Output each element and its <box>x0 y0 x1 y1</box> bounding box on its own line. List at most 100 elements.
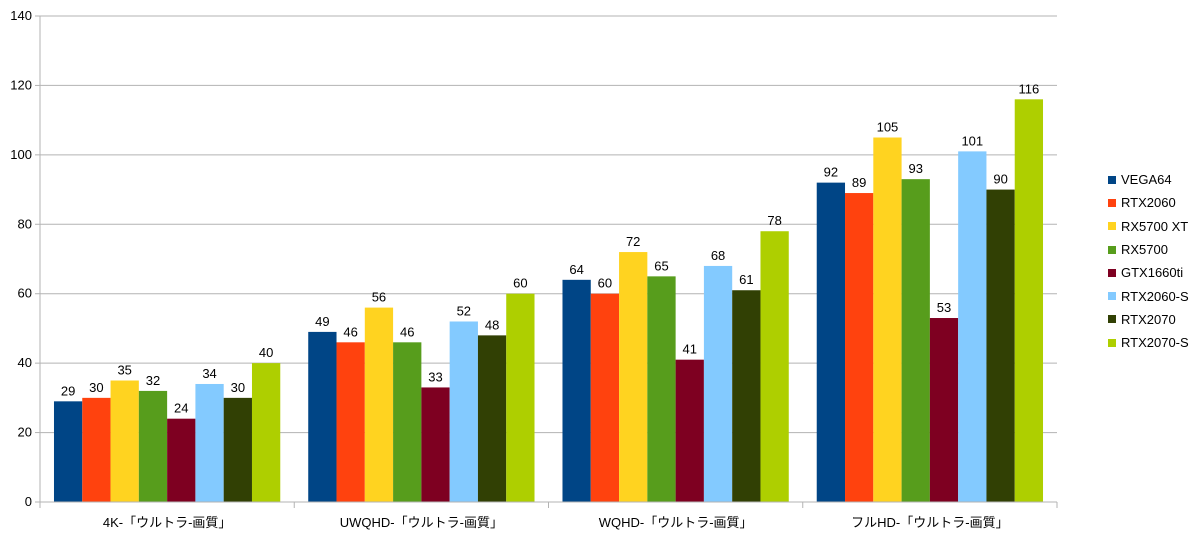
data-label: 89 <box>852 175 866 190</box>
data-label: 93 <box>908 161 922 176</box>
y-tick-label: 100 <box>10 147 32 162</box>
data-label: 48 <box>485 317 499 332</box>
x-tick-label: WQHD-「ウルトラ-画質」 <box>599 515 753 530</box>
legend-label: GTX1660ti <box>1121 265 1184 281</box>
legend-swatch <box>1108 315 1116 324</box>
legend: VEGA64 RTX2060 RX5700 XT RX5700 GTX1660ti RTX… <box>1108 168 1198 354</box>
x-tick-label: フルHD-「ウルトラ-画質」 <box>851 515 1008 530</box>
data-label: 33 <box>428 369 442 384</box>
bar-rx5700 <box>647 276 676 502</box>
legend-swatch <box>1108 292 1116 301</box>
bar-vega64 <box>562 279 591 502</box>
bar-rtx2060 <box>336 342 365 502</box>
bar-rtx2060-s <box>958 151 987 502</box>
legend-item: RX5700 XT <box>1108 215 1198 238</box>
data-label: 61 <box>739 272 753 287</box>
data-label: 90 <box>993 172 1007 187</box>
y-tick-label: 40 <box>18 355 32 370</box>
bar-vega64 <box>308 331 337 502</box>
data-labels: 29 30 35 32 24 34 30 40 49 46 56 46 33 52 48 60 64 60 72 65… <box>61 81 1039 415</box>
bar-rx5700-xt <box>619 252 648 502</box>
data-label: 101 <box>961 133 983 148</box>
bar-rtx2070-s <box>1014 99 1044 503</box>
data-label: 60 <box>513 276 527 291</box>
bar-rx5700-xt <box>873 137 902 502</box>
x-axis: 4K-「ウルトラ-画質」 UWQHD-「ウルトラ-画質」 WQHD-「ウルトラ-画質… <box>39 501 1058 530</box>
bar-rx5700-xt <box>364 307 394 502</box>
data-label: 34 <box>202 366 216 381</box>
data-label: 29 <box>61 383 75 398</box>
data-label: 64 <box>569 262 583 277</box>
bar-rx5700-xt <box>110 380 139 502</box>
legend-item: RTX2060 <box>1108 191 1198 214</box>
bar-rtx2070-s <box>251 363 281 502</box>
data-label: 72 <box>626 234 640 249</box>
y-tick-label: 0 <box>25 494 32 509</box>
bar-gtx1660ti <box>929 318 959 502</box>
bar-rtx2060 <box>82 397 111 502</box>
data-label: 92 <box>824 165 838 180</box>
legend-item: RTX2070 <box>1108 308 1198 331</box>
legend-label: RX5700 <box>1121 242 1168 258</box>
bar-rtx2060-s <box>195 383 224 502</box>
bar-vega64 <box>816 182 846 502</box>
bar-rtx2070-s <box>506 293 535 502</box>
legend-item: RTX2070-S <box>1108 331 1198 354</box>
data-label: 53 <box>937 300 951 315</box>
legend-item: VEGA64 <box>1108 168 1198 191</box>
data-label: 60 <box>598 276 612 291</box>
bar-gtx1660ti <box>675 359 704 502</box>
data-label: 30 <box>89 380 103 395</box>
y-tick-label: 140 <box>10 8 32 23</box>
legend-swatch <box>1108 245 1116 254</box>
bar-rtx2060-s <box>449 321 478 502</box>
data-label: 40 <box>259 345 273 360</box>
y-tick-label: 120 <box>10 77 32 92</box>
y-tick-label: 20 <box>18 425 32 440</box>
bars <box>53 99 1044 503</box>
legend-item: RX5700 <box>1108 238 1198 261</box>
x-tick-label: UWQHD-「ウルトラ-画質」 <box>340 515 503 530</box>
y-tick-label: 60 <box>18 286 32 301</box>
data-label: 41 <box>683 342 697 357</box>
legend-label: RTX2070-S <box>1121 335 1189 351</box>
legend-swatch <box>1108 268 1116 277</box>
bar-gtx1660ti <box>167 418 196 502</box>
data-label: 35 <box>117 363 131 378</box>
legend-label: VEGA64 <box>1121 172 1172 188</box>
legend-swatch <box>1108 198 1116 207</box>
bar-rtx2070 <box>477 335 507 502</box>
data-label: 49 <box>315 314 329 329</box>
bar-rtx2060-s <box>703 265 733 502</box>
x-tick-label: 4K-「ウルトラ-画質」 <box>103 515 232 530</box>
bar-rtx2070-s <box>760 231 789 502</box>
legend-label: RX5700 XT <box>1121 218 1189 234</box>
legend-swatch <box>1108 222 1116 231</box>
data-label: 46 <box>343 324 357 339</box>
data-label: 24 <box>174 401 188 416</box>
data-label: 78 <box>767 213 781 228</box>
legend-item: RTX2060-S <box>1108 284 1198 307</box>
bar-rtx2070 <box>223 397 252 502</box>
bar-rtx2060 <box>845 193 874 503</box>
bar-rx5700 <box>138 390 168 502</box>
y-axis: 0 20 40 60 80 100 120 140 <box>10 8 41 509</box>
bar-vega64 <box>53 401 83 502</box>
legend-item: GTX1660ti <box>1108 261 1198 284</box>
legend-label: RTX2070 <box>1121 311 1176 327</box>
legend-swatch <box>1108 338 1116 347</box>
y-tick-label: 80 <box>18 216 32 231</box>
data-label: 105 <box>877 120 899 135</box>
data-label: 116 <box>1019 81 1040 96</box>
legend-swatch <box>1108 175 1116 184</box>
data-label: 32 <box>146 373 160 388</box>
data-label: 68 <box>711 248 725 263</box>
data-label: 30 <box>231 380 245 395</box>
legend-label: RTX2060 <box>1121 195 1176 211</box>
data-label: 56 <box>372 290 386 305</box>
legend-label: RTX2060-S <box>1121 288 1189 304</box>
data-label: 46 <box>400 324 414 339</box>
bar-rtx2070 <box>732 290 761 502</box>
data-label: 52 <box>457 303 471 318</box>
